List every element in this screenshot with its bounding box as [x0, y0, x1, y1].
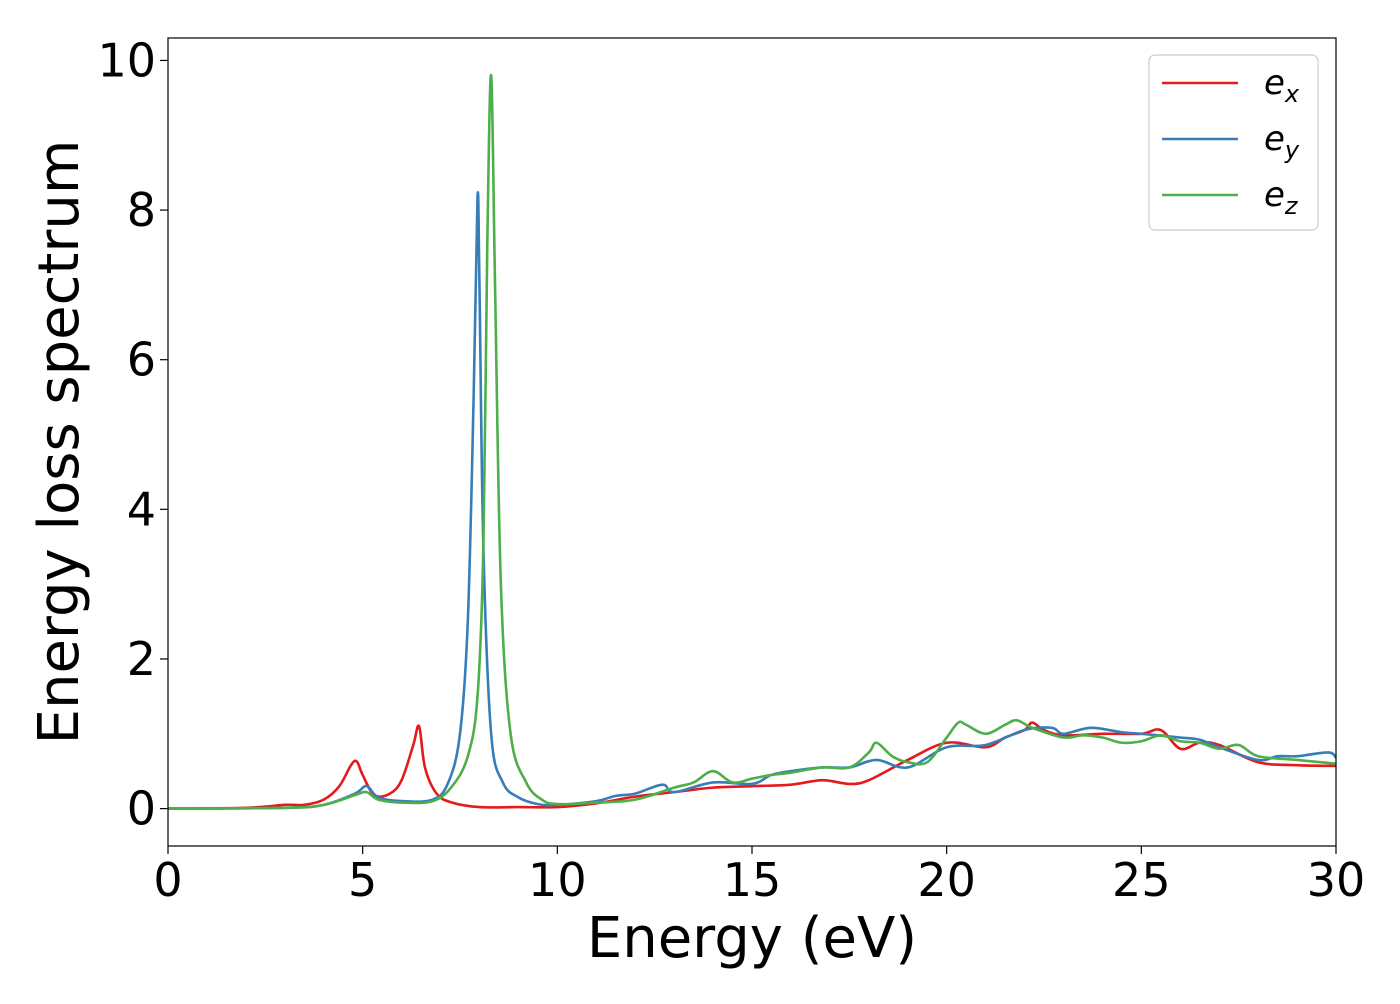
- legend-label-ex: ex: [1264, 63, 1300, 108]
- x-tick-label: 10: [528, 853, 587, 907]
- y-tick-label: 10: [97, 33, 156, 87]
- x-tick-label: 20: [917, 853, 976, 907]
- y-axis-label: Energy loss spectrum: [27, 140, 92, 745]
- x-tick-label: 0: [153, 853, 182, 907]
- y-tick-label: 4: [127, 482, 156, 536]
- y-tick-label: 0: [127, 782, 156, 836]
- legend-box: [1148, 54, 1319, 231]
- series-line-ex: [168, 721, 1336, 810]
- plot-background: [168, 38, 1336, 846]
- series-line-ey: [168, 191, 1336, 810]
- x-tick-label: 5: [348, 853, 377, 907]
- series-line-ez: [168, 74, 1336, 810]
- y-tick-label: 2: [127, 632, 156, 686]
- y-tick-label: 8: [127, 183, 156, 237]
- legend: ex ey ez: [1148, 54, 1319, 231]
- x-tick-label: 25: [1112, 853, 1171, 907]
- x-tick-label: 15: [723, 853, 782, 907]
- legend-label-ez: ez: [1264, 175, 1299, 220]
- x-axis-label: Energy (eV): [587, 906, 917, 971]
- legend-label-ey: ey: [1264, 119, 1300, 164]
- y-tick-label: 6: [127, 333, 156, 387]
- x-tick-label: 30: [1307, 853, 1366, 907]
